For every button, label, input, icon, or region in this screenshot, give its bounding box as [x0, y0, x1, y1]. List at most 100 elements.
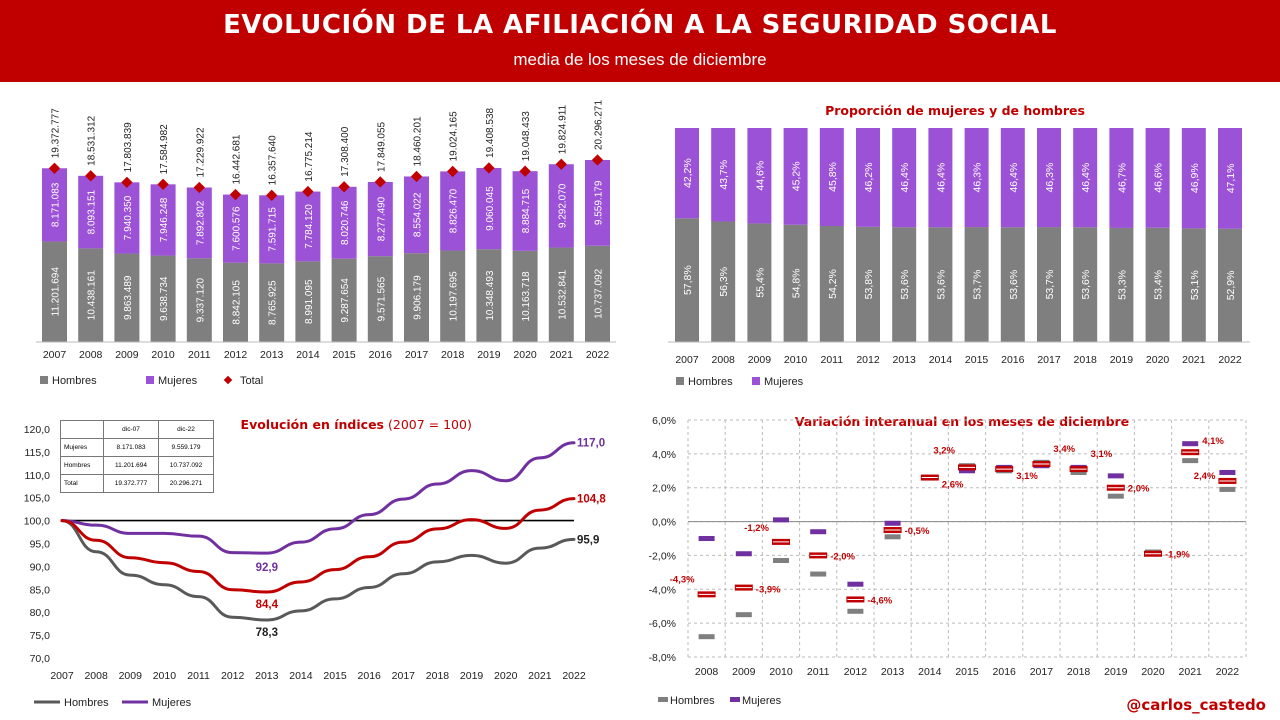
legend-swatch — [676, 377, 684, 385]
bar-label-mujeres: 7.591.715 — [268, 207, 279, 252]
bar-hombres — [585, 245, 610, 342]
bar-hombres — [675, 218, 699, 342]
bar-label-hombres: 53,7% — [972, 270, 984, 300]
bar-hombres — [223, 262, 248, 342]
marker-mujeres — [735, 551, 752, 557]
bar-label-mujeres: 7.892.802 — [195, 200, 206, 245]
bar-hombres — [42, 241, 67, 342]
bar-label-mujeres: 8.277.490 — [376, 196, 387, 241]
x-tick-label: 2015 — [332, 349, 356, 361]
bar-label-mujeres: 46,9% — [1189, 163, 1201, 193]
table-header: dic-22 — [158, 420, 214, 439]
marker-mujeres — [959, 468, 975, 474]
bar-label-mujeres: 45,2% — [791, 161, 803, 191]
x-tick-label: 2015 — [955, 666, 979, 678]
data-label: 117,0 — [577, 438, 605, 450]
data-label: -0,5% — [905, 526, 930, 537]
bar-mujeres — [1037, 128, 1061, 228]
marker-hombres — [884, 534, 901, 540]
x-tick-label: 2017 — [405, 349, 429, 361]
x-tick-label: 2021 — [1179, 666, 1203, 678]
bar-label-mujeres: 8.171.083 — [51, 182, 62, 227]
x-tick-label: 2009 — [732, 666, 756, 678]
bar-mujeres — [114, 182, 140, 254]
bar-mujeres — [295, 191, 321, 262]
x-tick-label: 2015 — [965, 354, 989, 366]
total-label: 16.442.681 — [232, 134, 243, 184]
total-marker — [447, 165, 459, 178]
bar-label-hombres: 9.638.734 — [159, 276, 170, 321]
bar-label-mujeres: 8.093.151 — [87, 189, 98, 234]
data-label: 104,8 — [577, 494, 606, 506]
x-tick-label: 2022 — [562, 670, 586, 682]
marker-hombres — [810, 571, 827, 577]
x-tick-label: 2008 — [79, 349, 103, 361]
x-tick-label: 2014 — [296, 349, 320, 361]
data-label: -2,0% — [830, 551, 855, 562]
total-label: 17.308.400 — [340, 126, 351, 176]
bar-label-mujeres: 46,4% — [935, 163, 947, 193]
x-tick-label: 2016 — [369, 349, 393, 361]
x-tick-label: 2019 — [1104, 666, 1128, 678]
bar-hombres — [747, 223, 772, 342]
page-title: EVOLUCIÓN DE LA AFILIACIÓN A LA SEGURIDA… — [223, 10, 1057, 40]
bar-label-mujeres: 46,4% — [1080, 163, 1092, 193]
total-label: 20.296.271 — [594, 100, 605, 150]
total-label: 19.372.777 — [51, 108, 62, 158]
data-label: -4,6% — [867, 595, 892, 606]
total-marker — [519, 165, 531, 177]
bar-label-mujeres: 46,3% — [972, 163, 984, 193]
table-row: Mujeres 8.171.083 9.559.179 — [60, 438, 214, 457]
bar-hombres — [783, 224, 808, 342]
x-tick-label: 2019 — [1110, 354, 1134, 366]
total-label: 19.824.911 — [557, 104, 568, 154]
bar-hombres — [1145, 227, 1170, 342]
chart-title: Variación interanual en los meses de dic… — [795, 414, 1129, 429]
table-header: dic-07 — [103, 420, 159, 439]
x-tick-label: 2018 — [441, 349, 465, 361]
data-label: 3,1% — [1016, 471, 1038, 482]
bar-label-hombres: 53,6% — [899, 270, 911, 300]
y-tick-label: 2,0% — [652, 483, 676, 495]
bar-mujeres — [819, 128, 844, 227]
legend-label: Mujeres — [742, 695, 782, 707]
data-label: -3,9% — [756, 585, 781, 596]
bar-hombres — [892, 227, 917, 342]
bar-label-mujeres: 8.884.715 — [521, 188, 532, 233]
x-tick-label: 2016 — [358, 670, 382, 682]
marker-hombres — [847, 608, 864, 614]
bar-label-hombres: 53,6% — [1008, 270, 1020, 300]
bar-label-hombres: 55,4% — [754, 268, 766, 298]
x-tick-label: 2016 — [1001, 354, 1025, 366]
y-tick-label: -8,0% — [649, 652, 676, 664]
x-tick-label: 2021 — [528, 670, 552, 682]
bar-mujeres — [1181, 128, 1206, 229]
y-tick-label: 95,0 — [30, 539, 51, 551]
total-marker — [302, 185, 314, 198]
bar-mujeres — [440, 171, 466, 251]
bar-label-hombres: 56,3% — [718, 267, 730, 297]
y-tick-label: 80,0 — [30, 607, 51, 619]
x-tick-label: 2008 — [84, 670, 108, 682]
x-tick-label: 2013 — [260, 349, 284, 361]
data-label: 4,1% — [1202, 436, 1224, 447]
bar-label-hombres: 54,8% — [791, 268, 803, 298]
x-tick-label: 2011 — [188, 349, 211, 361]
data-label: 84,4 — [256, 599, 279, 611]
x-tick-label: 2009 — [748, 354, 772, 366]
total-label: 16.357.640 — [268, 135, 279, 185]
legend-label: Hombres — [688, 376, 733, 388]
bar-label-hombres: 53,6% — [935, 270, 947, 300]
x-tick-label: 2010 — [769, 666, 793, 678]
bar-label-hombres: 9.287.654 — [340, 278, 351, 323]
y-tick-label: 120,0 — [24, 424, 50, 436]
legend-label: Hombres — [52, 375, 97, 387]
marker-hombres — [1219, 486, 1236, 492]
bar-mujeres — [548, 164, 574, 248]
x-tick-label: 2013 — [881, 666, 905, 678]
bar-mujeres — [42, 168, 67, 242]
bar-hombres — [1181, 228, 1206, 342]
bar-label-hombres: 9.337.120 — [195, 277, 206, 322]
x-tick-label: 2011 — [187, 670, 210, 682]
